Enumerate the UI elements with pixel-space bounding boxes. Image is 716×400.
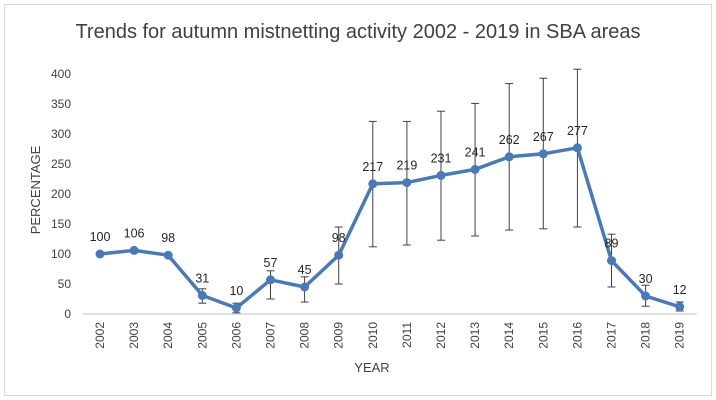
data-label: 267 bbox=[533, 130, 554, 144]
x-tick-label: 2013 bbox=[468, 322, 482, 349]
x-tick-label: 2006 bbox=[229, 322, 243, 349]
y-axis-ticks: 0 50 100 150 200 250 300 350 400 bbox=[51, 67, 71, 321]
data-point bbox=[538, 149, 548, 159]
x-tick-label: 2003 bbox=[127, 322, 141, 349]
data-label: 30 bbox=[639, 272, 653, 286]
x-tick-label: 2008 bbox=[298, 322, 312, 349]
data-point bbox=[300, 282, 310, 292]
data-labels: 100 106 98 31 10 57 45 98 217 219 231 241 262 267 277 8… bbox=[90, 124, 687, 298]
data-label: 106 bbox=[124, 226, 145, 240]
x-axis-ticks: 2002 2003 2004 2005 2006 2007 2008 2009 2010 2011… bbox=[93, 322, 687, 349]
x-tick-label: 2016 bbox=[570, 322, 584, 349]
y-tick-label: 100 bbox=[51, 247, 71, 261]
x-tick-label: 2005 bbox=[195, 322, 209, 349]
y-axis-label: PERCENTAGE bbox=[28, 145, 43, 234]
y-tick-label: 50 bbox=[58, 277, 72, 291]
data-point bbox=[641, 291, 651, 301]
data-label: 10 bbox=[229, 284, 243, 298]
y-tick-label: 400 bbox=[51, 67, 71, 81]
data-point bbox=[675, 302, 685, 312]
data-point bbox=[129, 245, 139, 255]
data-label: 231 bbox=[431, 151, 452, 165]
y-tick-label: 300 bbox=[51, 127, 71, 141]
data-label: 45 bbox=[298, 263, 312, 277]
x-tick-label: 2007 bbox=[264, 322, 278, 349]
x-tick-label: 2012 bbox=[434, 322, 448, 349]
data-points bbox=[95, 143, 685, 313]
data-label: 89 bbox=[605, 237, 619, 251]
data-point bbox=[95, 249, 105, 259]
y-tick-label: 150 bbox=[51, 217, 71, 231]
data-point bbox=[402, 178, 412, 188]
data-point bbox=[163, 250, 173, 260]
y-tick-label: 200 bbox=[51, 187, 71, 201]
x-tick-label: 2010 bbox=[366, 322, 380, 349]
x-axis-label: YEAR bbox=[354, 360, 389, 375]
data-label: 31 bbox=[195, 271, 209, 285]
x-tick-label: 2002 bbox=[93, 322, 107, 349]
x-tick-label: 2018 bbox=[639, 322, 653, 349]
x-tick-label: 2004 bbox=[161, 322, 175, 349]
data-label: 217 bbox=[362, 160, 383, 174]
data-point bbox=[436, 170, 446, 180]
chart-title: Trends for autumn mistnetting activity 2… bbox=[75, 21, 640, 43]
y-tick-label: 350 bbox=[51, 97, 71, 111]
data-label: 12 bbox=[673, 283, 687, 297]
data-label: 277 bbox=[567, 124, 588, 138]
x-tick-label: 2011 bbox=[400, 322, 414, 348]
x-tick-label: 2019 bbox=[673, 322, 687, 349]
data-label: 262 bbox=[499, 133, 520, 147]
data-label: 219 bbox=[396, 159, 417, 173]
data-point bbox=[266, 275, 275, 285]
data-point bbox=[231, 303, 241, 313]
data-label: 100 bbox=[90, 230, 111, 244]
data-label: 57 bbox=[264, 256, 278, 270]
data-point bbox=[368, 179, 378, 189]
y-tick-label: 0 bbox=[64, 307, 71, 321]
data-point bbox=[504, 152, 514, 162]
x-tick-label: 2015 bbox=[536, 322, 550, 349]
data-point bbox=[572, 143, 582, 153]
data-point bbox=[470, 164, 480, 174]
data-label: 98 bbox=[332, 231, 346, 245]
x-tick-label: 2017 bbox=[605, 322, 619, 349]
series-line bbox=[99, 146, 681, 310]
data-point bbox=[197, 290, 207, 300]
data-label: 98 bbox=[161, 231, 175, 245]
y-tick-label: 250 bbox=[51, 157, 71, 171]
data-label: 241 bbox=[465, 145, 486, 159]
x-tick-label: 2009 bbox=[332, 322, 346, 349]
data-point bbox=[607, 256, 616, 266]
x-tick-label: 2014 bbox=[502, 322, 516, 349]
data-point bbox=[334, 250, 344, 260]
